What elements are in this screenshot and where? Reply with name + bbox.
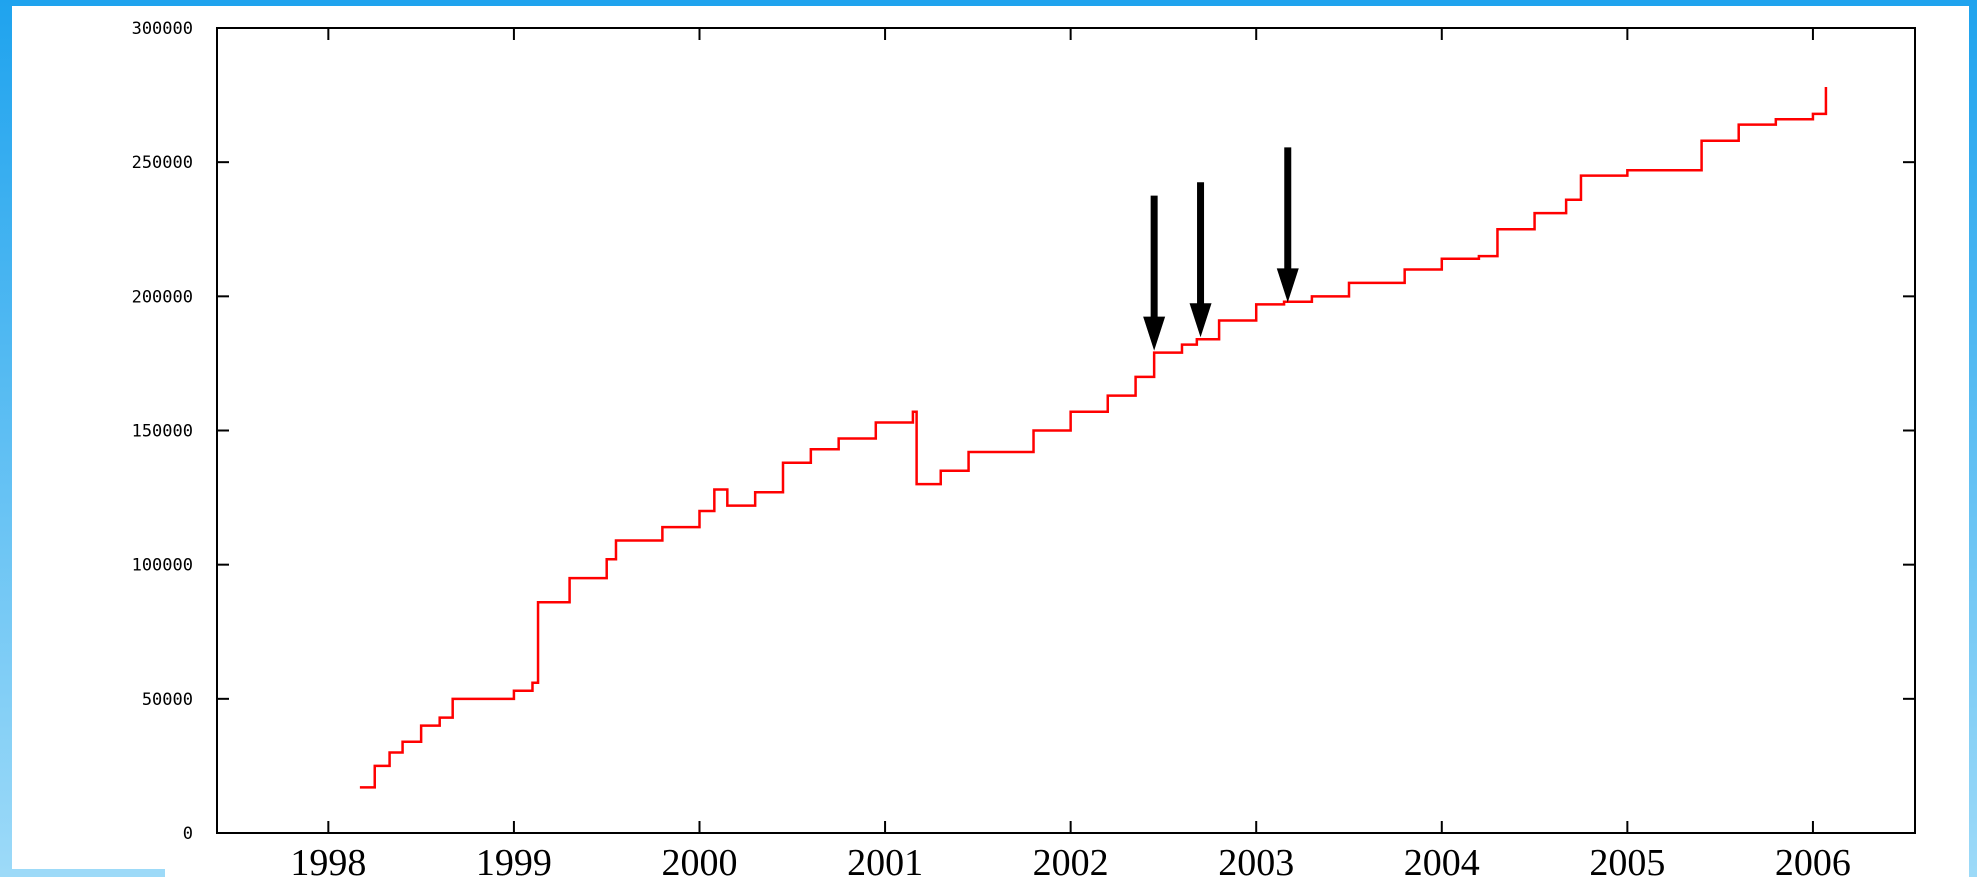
arrow-annotation [1143,195,1166,351]
x-tick-label: 2006 [1775,842,1851,877]
frame-right-border [1969,0,1977,877]
series-group [359,87,1828,789]
frame-top-border [0,0,1977,6]
arrow-head [1189,303,1212,338]
frame-left-border [0,0,12,877]
x-tick-label: 2000 [661,842,737,877]
arrow-annotation [1276,147,1299,303]
frame-bottom-border [0,869,165,877]
annotations-group [1143,147,1299,351]
y-tick-label: 200000 [132,287,193,307]
x-tick-label: 2004 [1404,842,1480,877]
y-tick-label: 0 [183,824,193,844]
x-tick-label: 2003 [1218,842,1294,877]
y-tick-label: 300000 [132,19,193,39]
y-tick-label: 150000 [132,422,193,442]
y-axis: 0 50000 100000 150000 200000 250000 300000 [132,19,1915,844]
series-line [359,87,1828,789]
y-tick-label: 50000 [142,690,193,710]
x-tick-label: 2005 [1589,842,1665,877]
y-tick-label: 250000 [132,153,193,173]
x-tick-label: 2002 [1033,842,1109,877]
x-tick-label: 2001 [847,842,923,877]
arrow-head [1143,316,1166,351]
x-axis: 1998 1999 2000 2001 2002 2003 2004 2005 2006 [290,28,1851,877]
arrow-annotation [1189,182,1212,338]
arrow-head [1276,268,1299,303]
y-tick-label: 100000 [132,556,193,576]
x-tick-label: 1998 [290,842,366,877]
x-tick-label: 1999 [476,842,552,877]
